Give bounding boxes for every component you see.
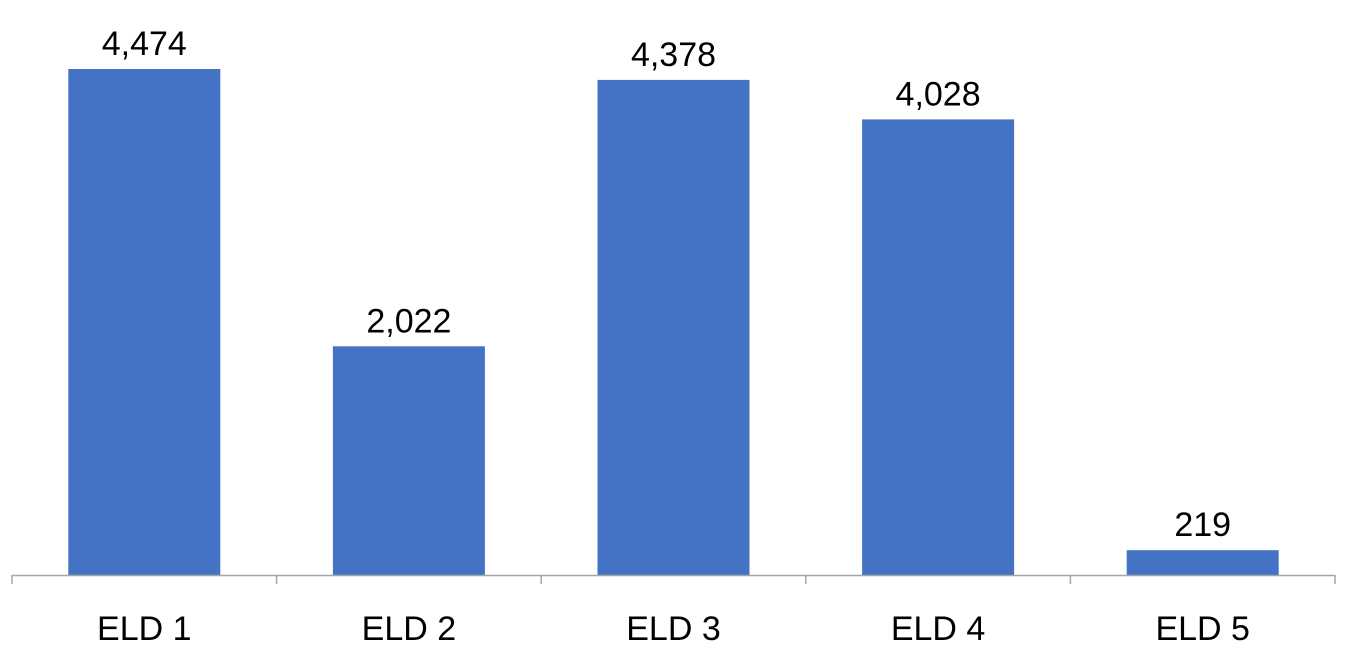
bar-eld-3 (597, 79, 750, 576)
x-tick-label: ELD 5 (1155, 610, 1250, 645)
bar-eld-5 (1126, 550, 1279, 575)
bars-layer (68, 69, 1279, 576)
value-labels-layer: 4,474 2,022 4,378 4,028 219 (102, 25, 1231, 544)
x-tick-label: ELD 2 (362, 610, 457, 645)
x-axis (11, 574, 1336, 584)
bar-eld-1 (68, 69, 221, 575)
data-label: 2,022 (366, 302, 451, 340)
x-tick-label: ELD 1 (97, 610, 192, 645)
data-label: 4,028 (896, 75, 981, 113)
x-tick-label: ELD 4 (891, 610, 986, 645)
data-label: 4,378 (631, 36, 716, 74)
category-labels-layer: ELD 1 ELD 2 ELD 3 ELD 4 ELD 5 (97, 610, 1250, 645)
data-label: 4,474 (102, 25, 187, 63)
x-tick-label: ELD 3 (626, 610, 721, 645)
bar-eld-2 (332, 346, 485, 575)
bar-eld-4 (862, 119, 1015, 576)
data-label: 219 (1174, 506, 1231, 544)
